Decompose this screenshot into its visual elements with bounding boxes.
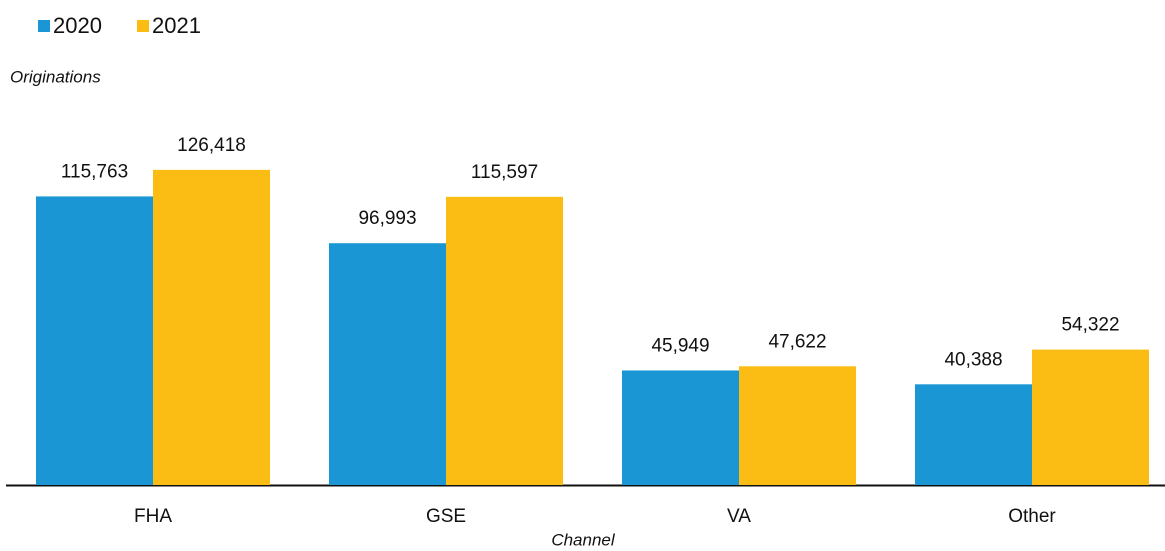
value-label: 45,949	[651, 335, 709, 356]
legend-label: 2021	[152, 13, 201, 38]
legend-label: 2020	[53, 13, 102, 38]
legend-swatch	[137, 20, 149, 32]
value-label: 126,418	[177, 135, 246, 156]
value-label: 40,388	[944, 349, 1002, 370]
value-label: 115,763	[61, 161, 128, 182]
x-tick-label: GSE	[426, 506, 466, 527]
bar	[36, 196, 153, 485]
x-tick-label: VA	[727, 506, 751, 527]
legend-swatch	[38, 20, 50, 32]
value-label: 47,622	[768, 331, 826, 352]
x-tick-label: FHA	[134, 506, 172, 527]
bar	[153, 169, 270, 486]
x-axis-title: Channel	[551, 530, 616, 549]
bar	[329, 243, 446, 485]
value-label: 96,993	[358, 208, 416, 229]
x-tick-label: Other	[1008, 506, 1056, 527]
y-axis-title: Originations	[10, 67, 101, 86]
bar	[1032, 349, 1149, 485]
bar	[446, 196, 563, 485]
bar	[739, 366, 856, 485]
value-label: 54,322	[1061, 315, 1119, 336]
value-label: 115,597	[471, 162, 538, 183]
bar	[622, 370, 739, 485]
bar	[915, 384, 1032, 485]
